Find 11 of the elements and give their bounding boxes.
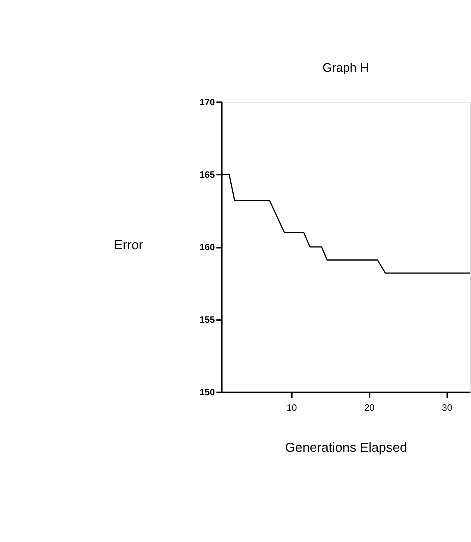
chart-title: Graph H (322, 61, 370, 76)
y-tick-label: 155 (200, 315, 216, 326)
x-tick-label: 30 (442, 403, 452, 414)
y-tick-label: 165 (200, 170, 216, 180)
x-axis-title: Generations Elapsed (285, 440, 408, 455)
x-tick-label: 20 (364, 403, 375, 414)
x-tick-label: 10 (286, 403, 298, 414)
y-tick-label: 170 (200, 98, 216, 108)
y-axis-title: Error (114, 237, 144, 252)
y-tick-label: 150 (200, 388, 216, 398)
y-tick-label: 160 (200, 242, 216, 253)
